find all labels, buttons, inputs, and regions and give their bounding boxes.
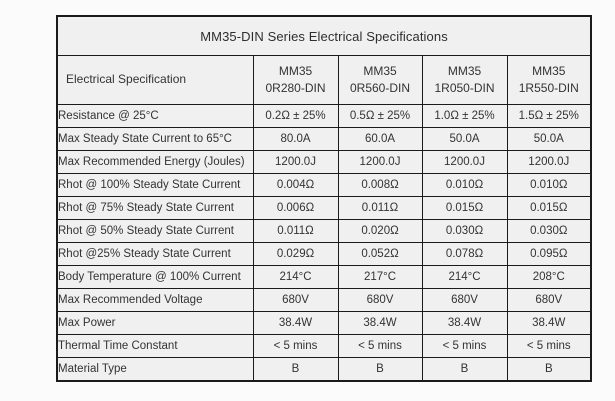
column-header-0r280: MM35 0R280-DIN [252,55,339,105]
cell-value: 0.029Ω [252,242,339,266]
table-row: Rhot @25% Steady State Current 0.029Ω 0.… [56,242,592,266]
row-label: Material Type [56,357,254,382]
header-row: Electrical Specification MM35 0R280-DIN … [56,55,592,105]
cell-value: 0.020Ω [337,219,423,243]
cell-value: 208°C [506,265,592,289]
title-row: MM35-DIN Series Electrical Specification… [56,15,592,56]
cell-value: < 5 mins [506,334,592,358]
cell-value: 0.030Ω [421,219,508,243]
cell-value: 38.4W [337,311,423,335]
table-row: Rhot @ 75% Steady State Current 0.006Ω 0… [56,196,592,220]
cell-value: 214°C [421,265,508,289]
cell-value: B [421,357,508,382]
cell-value: 680V [506,288,592,312]
cell-value: 50.0A [421,127,508,151]
cell-value: 0.006Ω [252,196,339,220]
row-label: Max Steady State Current to 65°C [56,127,254,151]
cell-value: 0.078Ω [421,242,508,266]
cell-value: 60.0A [337,127,423,151]
row-label: Max Power [56,311,254,335]
cell-value: 0.011Ω [252,219,339,243]
table-row: Max Recommended Energy (Joules) 1200.0J … [56,150,592,174]
cell-value: 0.015Ω [421,196,508,220]
table-title: MM35-DIN Series Electrical Specification… [56,15,592,56]
cell-value: 1.0Ω ± 25% [421,104,508,128]
cell-value: 0.010Ω [421,173,508,197]
cell-value: 0.2Ω ± 25% [252,104,339,128]
row-label: Rhot @ 75% Steady State Current [56,196,254,220]
cell-value: B [506,357,592,382]
cell-value: 680V [252,288,339,312]
cell-value: 217°C [337,265,423,289]
cell-value: 80.0A [252,127,339,151]
cell-value: 38.4W [421,311,508,335]
cell-value: 1200.0J [337,150,423,174]
table-row: Max Steady State Current to 65°C 80.0A 6… [56,127,592,151]
cell-value: 680V [421,288,508,312]
cell-value: B [252,357,339,382]
cell-value: 38.4W [506,311,592,335]
cell-value: 0.030Ω [506,219,592,243]
table-row: Resistance @ 25°C 0.2Ω ± 25% 0.5Ω ± 25% … [56,104,592,128]
column-header-spec: Electrical Specification [56,55,254,105]
column-header-1r550: MM35 1R550-DIN [506,55,592,105]
cell-value: 0.008Ω [337,173,423,197]
row-label: Max Recommended Energy (Joules) [56,150,254,174]
table-row: Rhot @ 50% Steady State Current 0.011Ω 0… [56,219,592,243]
table-row: Thermal Time Constant < 5 mins < 5 mins … [56,334,592,358]
cell-value: B [337,357,423,382]
cell-value: 0.052Ω [337,242,423,266]
table-row: Max Power 38.4W 38.4W 38.4W 38.4W [56,311,592,335]
row-label: Body Temperature @ 100% Current [56,265,254,289]
cell-value: 680V [337,288,423,312]
cell-value: 1.5Ω ± 25% [506,104,592,128]
cell-value: < 5 mins [337,334,423,358]
table-row: Max Recommended Voltage 680V 680V 680V 6… [56,288,592,312]
row-label: Rhot @ 50% Steady State Current [56,219,254,243]
cell-value: 0.095Ω [506,242,592,266]
table-row: Body Temperature @ 100% Current 214°C 21… [56,265,592,289]
row-label: Rhot @25% Steady State Current [56,242,254,266]
cell-value: 0.5Ω ± 25% [337,104,423,128]
cell-value: 0.004Ω [252,173,339,197]
cell-value: 214°C [252,265,339,289]
cell-value: 38.4W [252,311,339,335]
cell-value: 1200.0J [252,150,339,174]
row-label: Thermal Time Constant [56,334,254,358]
row-label: Rhot @ 100% Steady State Current [56,173,254,197]
column-header-1r050: MM35 1R050-DIN [421,55,508,105]
cell-value: 1200.0J [421,150,508,174]
column-header-0r560: MM35 0R560-DIN [337,55,423,105]
table-row: Rhot @ 100% Steady State Current 0.004Ω … [56,173,592,197]
cell-value: 0.010Ω [506,173,592,197]
cell-value: < 5 mins [252,334,339,358]
cell-value: 0.015Ω [506,196,592,220]
row-label: Max Recommended Voltage [56,288,254,312]
spec-table: MM35-DIN Series Electrical Specification… [56,15,593,382]
cell-value: < 5 mins [421,334,508,358]
cell-value: 0.011Ω [337,196,423,220]
table-row: Material Type B B B B [56,357,592,382]
row-label: Resistance @ 25°C [56,104,254,128]
cell-value: 50.0A [506,127,592,151]
cell-value: 1200.0J [506,150,592,174]
